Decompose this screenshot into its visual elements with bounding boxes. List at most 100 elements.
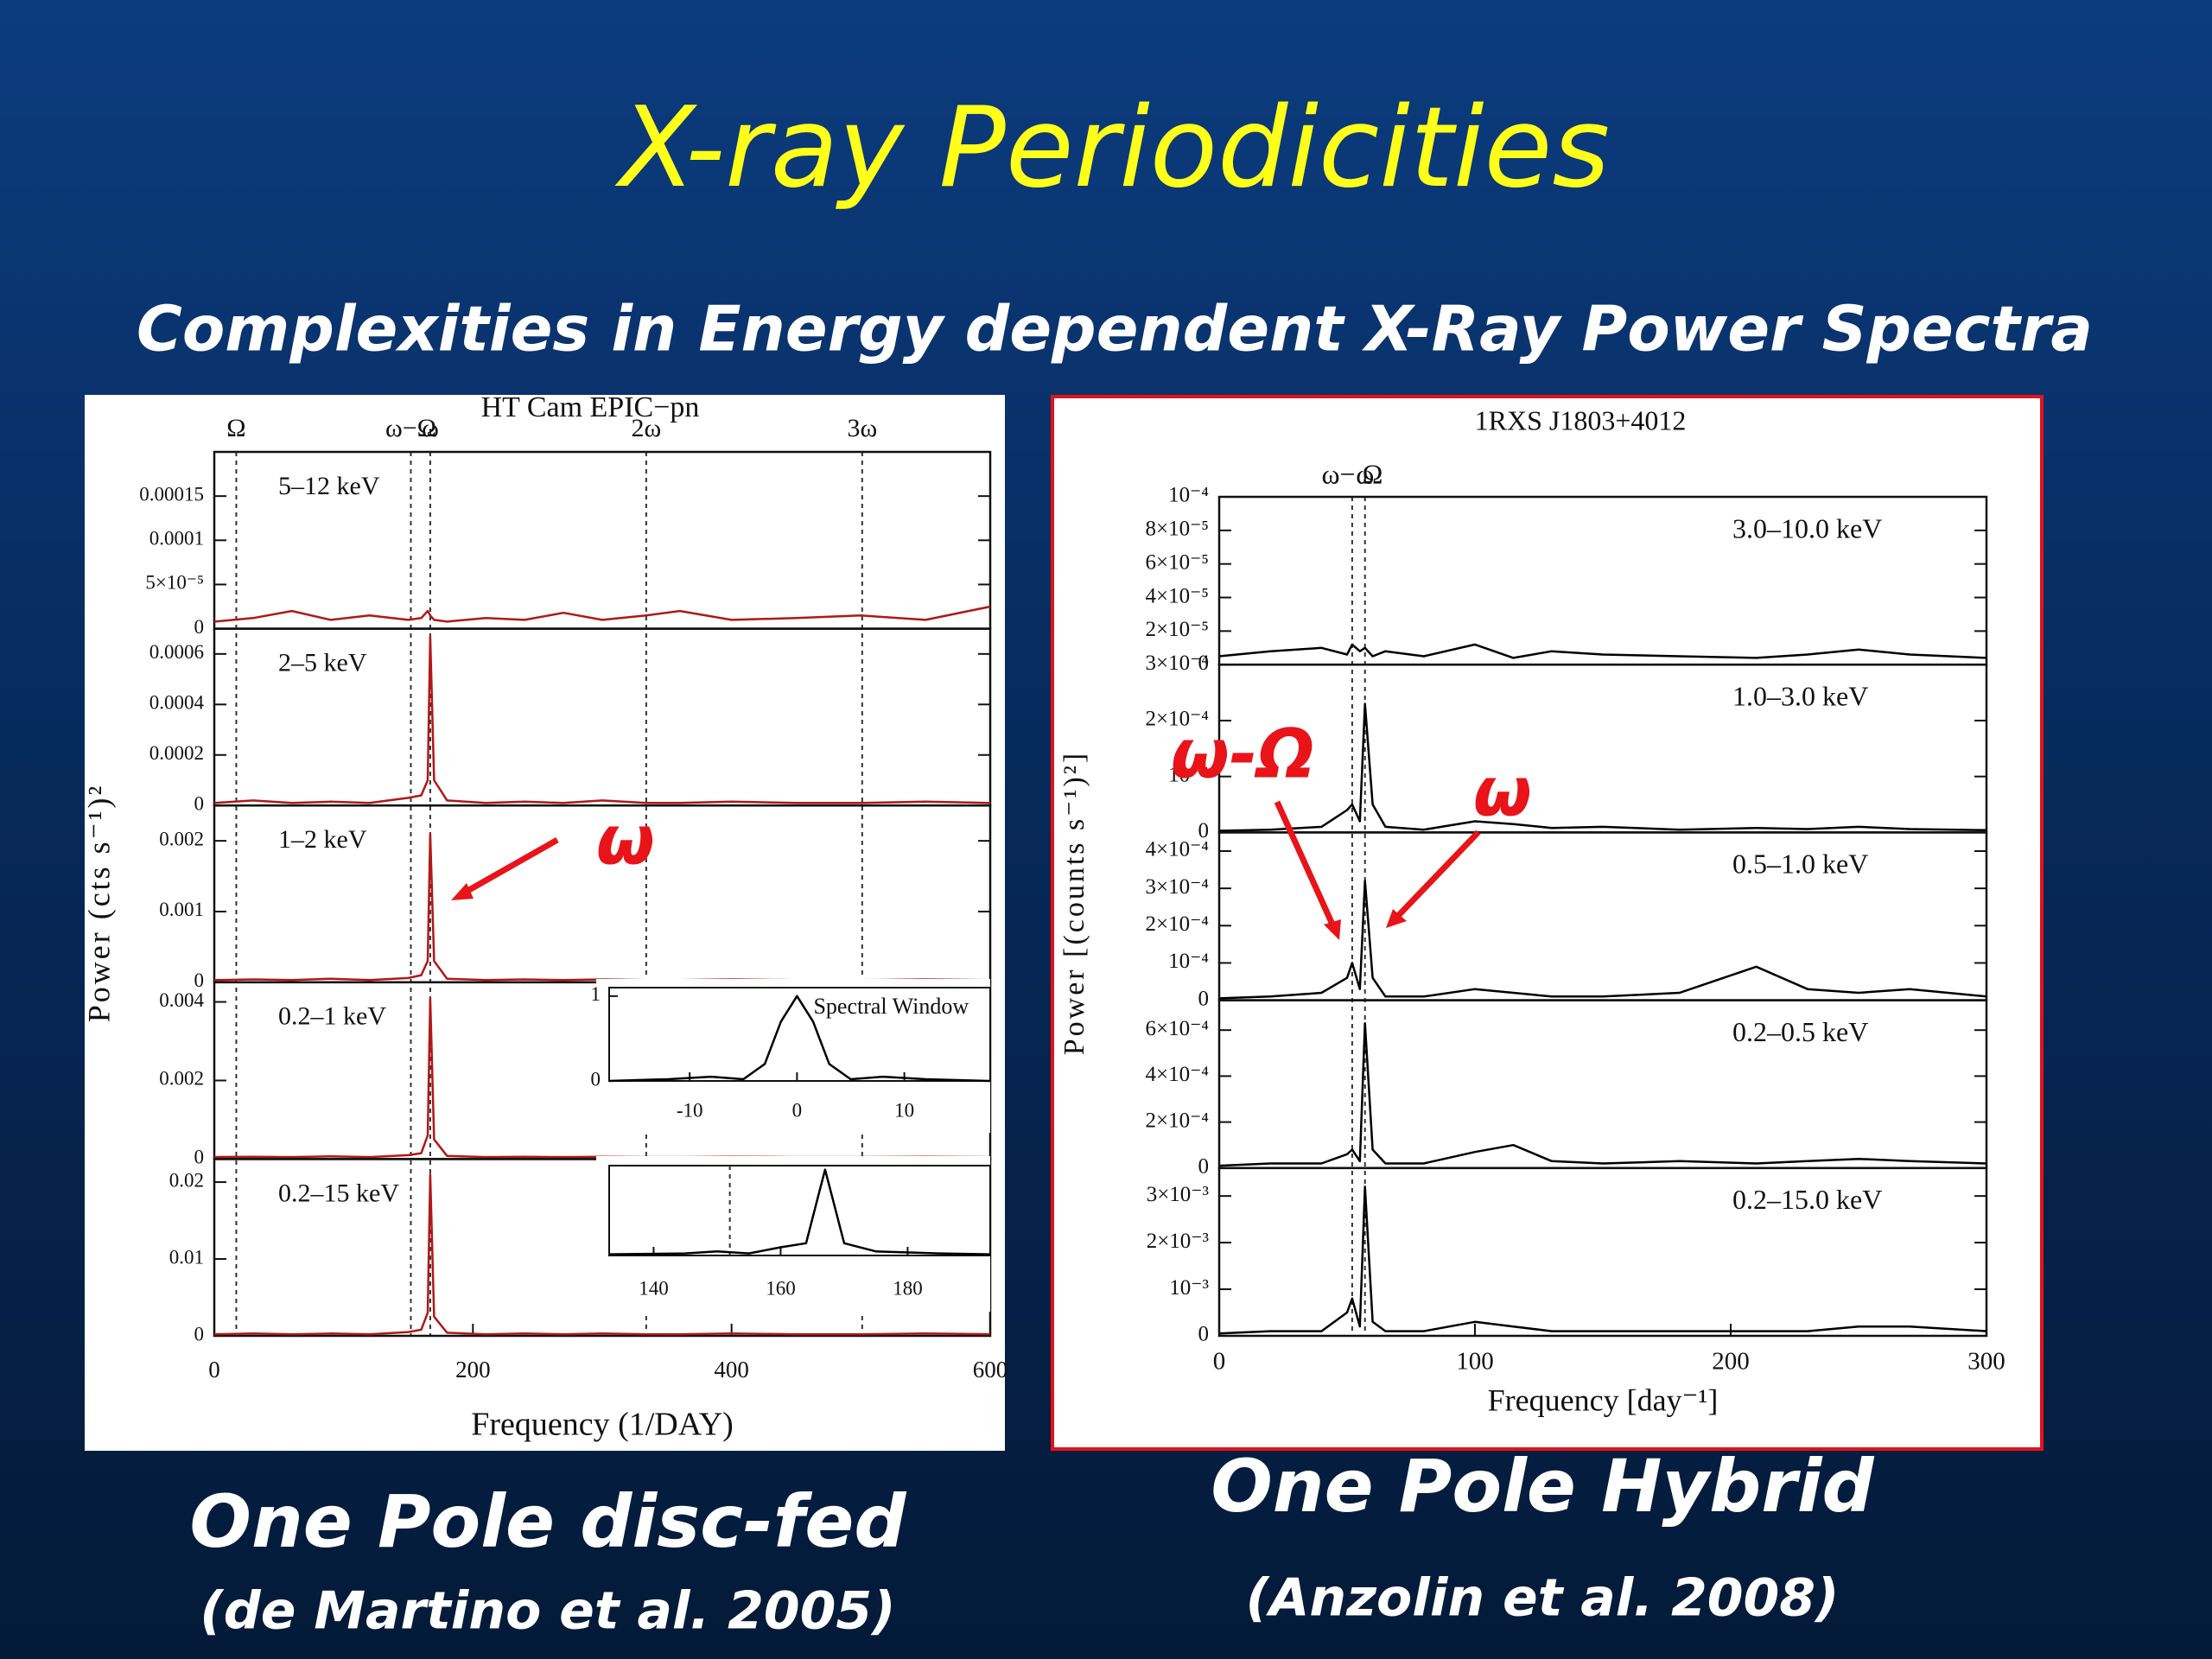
y-tick-label: 2×10⁻⁴ <box>1145 912 1209 936</box>
y-tick-label: 3×10⁻⁴ <box>1145 652 1209 675</box>
marker-label: Ω <box>226 414 245 442</box>
inset-frame <box>608 987 991 1082</box>
plots: HT Cam EPIC−pn Frequency (1/DAY) Power (ct… <box>81 391 2005 1443</box>
arrow <box>460 836 559 898</box>
panel-label: 0.2–15 keV <box>278 1179 399 1207</box>
panel-label: 0.2–15.0 keV <box>1732 1184 1882 1215</box>
annotations: ω ω-Ω ω <box>451 715 1532 940</box>
y-tick-label: 0.02 <box>169 1169 204 1191</box>
series-line <box>1218 1021 1987 1167</box>
arrow-head <box>1324 919 1341 940</box>
y-tick-label: 0 <box>1198 987 1210 1010</box>
series-line <box>1218 1185 1987 1335</box>
y-tick-label: 0 <box>1198 652 1210 675</box>
x-tick-label: 0 <box>208 1357 220 1382</box>
x-tick-label: -10 <box>677 1099 703 1121</box>
inset-bg <box>596 979 990 1133</box>
series-line <box>1218 880 1987 1000</box>
y-tick-label: 10⁻⁴ <box>1168 484 1209 507</box>
right-figure <box>1051 395 2044 1451</box>
y-tick-label: 0.00015 <box>139 483 204 505</box>
x-tick-label: 200 <box>1712 1348 1750 1376</box>
panel-label: 5–12 keV <box>278 472 380 500</box>
arrow-head <box>451 883 474 900</box>
panel-label: 1–2 keV <box>278 825 367 854</box>
x-tick-label: 10 <box>894 1099 914 1121</box>
slide-title: X-ray Periodicities <box>614 84 1610 213</box>
y-tick-label: 0.002 <box>159 1068 204 1090</box>
x-tick-label: 160 <box>766 1277 796 1299</box>
panel-label: 3.0–10.0 keV <box>1732 512 1882 543</box>
y-tick-label: 0.0002 <box>149 742 204 764</box>
y-tick-label: 0 <box>1198 1323 1210 1346</box>
caption: One Pole disc-fed <box>190 1479 907 1564</box>
chart-title: HT Cam EPIC−pn <box>481 391 700 423</box>
annotation: ω <box>596 802 655 880</box>
y-tick-label: 8×10⁻⁵ <box>1145 518 1209 541</box>
series-line <box>1218 643 1987 659</box>
y-tick-label: 6×10⁻⁵ <box>1145 550 1209 574</box>
y-tick-label: 10⁻³ <box>1169 1276 1209 1300</box>
x-tick-label: 180 <box>893 1277 923 1299</box>
y-tick-label: 0.0001 <box>149 528 204 550</box>
y-tick-label: 0 <box>591 1068 601 1090</box>
x-tick-label: 400 <box>714 1357 749 1382</box>
marker-label: 2ω <box>632 414 662 442</box>
caption: One Pole Hybrid <box>1211 1444 1874 1529</box>
x-tick-label: 0 <box>1213 1348 1226 1376</box>
y-tick-label: 0.002 <box>159 828 204 849</box>
arrow-head <box>1386 909 1407 928</box>
y-tick-label: 0 <box>194 1323 205 1344</box>
y-tick-label: 2×10⁻⁵ <box>1145 618 1209 641</box>
panel-label: 1.0–3.0 keV <box>1732 681 1868 712</box>
x-axis-label: Frequency (1/DAY) <box>471 1407 734 1443</box>
series-line <box>213 635 991 804</box>
panel-label: 0.2–0.5 keV <box>1732 1016 1868 1047</box>
marker-label: ω−Ω <box>385 414 436 442</box>
y-tick-label: 0.001 <box>159 899 204 920</box>
series-line <box>1218 702 1987 832</box>
y-tick-label: 4×10⁻⁴ <box>1145 1063 1209 1086</box>
slide-subtitle: Complexities in Energy dependent X-Ray P… <box>137 293 2093 365</box>
x-tick-label: 140 <box>639 1277 669 1299</box>
marker-label: ω <box>422 414 439 442</box>
y-tick-label: 3×10⁻³ <box>1147 1183 1210 1206</box>
y-tick-label: 4×10⁻⁴ <box>1145 838 1209 861</box>
inset-title: Spectral Window <box>813 994 969 1019</box>
y-tick-label: 3×10⁻⁴ <box>1145 875 1209 899</box>
inset-bg <box>596 1156 990 1312</box>
marker-label: 3ω <box>847 414 877 442</box>
y-axis-label: Power (cts s⁻¹)² <box>81 784 116 1023</box>
series-line <box>608 1168 991 1255</box>
x-axis-label: Frequency [day⁻¹] <box>1488 1382 1719 1417</box>
y-tick-label: 0.01 <box>169 1246 204 1268</box>
series-line <box>213 605 991 623</box>
annotation: ω-Ω <box>1171 715 1314 793</box>
x-tick-label: 600 <box>973 1357 1008 1382</box>
arrow <box>1394 830 1481 920</box>
y-tick-label: 0 <box>1198 1155 1210 1179</box>
y-tick-label: 5×10⁻⁵ <box>145 572 204 594</box>
y-tick-label: 2×10⁻⁴ <box>1145 1109 1209 1132</box>
x-tick-label: 300 <box>1967 1348 2005 1376</box>
chart-title: 1RXS J1803+4012 <box>1475 404 1687 435</box>
caption-reference: (de Martino et al. 2005) <box>200 1581 895 1642</box>
y-tick-label: 6×10⁻⁴ <box>1145 1017 1209 1040</box>
x-tick-label: 0 <box>792 1099 803 1121</box>
y-tick-label: 2×10⁻⁴ <box>1145 708 1209 731</box>
inset-frame <box>608 1165 991 1256</box>
panel-label: 0.5–1.0 keV <box>1732 849 1868 880</box>
series-line <box>213 1173 991 1336</box>
panel-label: 2–5 keV <box>278 648 367 677</box>
annotation: ω <box>1473 753 1532 831</box>
y-tick-label: 2×10⁻³ <box>1147 1230 1210 1253</box>
y-axis-label: Power [(counts s⁻¹)²] <box>1058 751 1090 1056</box>
arrow <box>1274 800 1337 928</box>
series-line <box>608 995 991 1083</box>
marker-label: ω <box>1356 458 1374 489</box>
y-tick-label: 0 <box>194 969 205 991</box>
panel-label: 0.2–1 keV <box>278 1002 386 1031</box>
y-tick-label: 0.004 <box>159 989 204 1011</box>
